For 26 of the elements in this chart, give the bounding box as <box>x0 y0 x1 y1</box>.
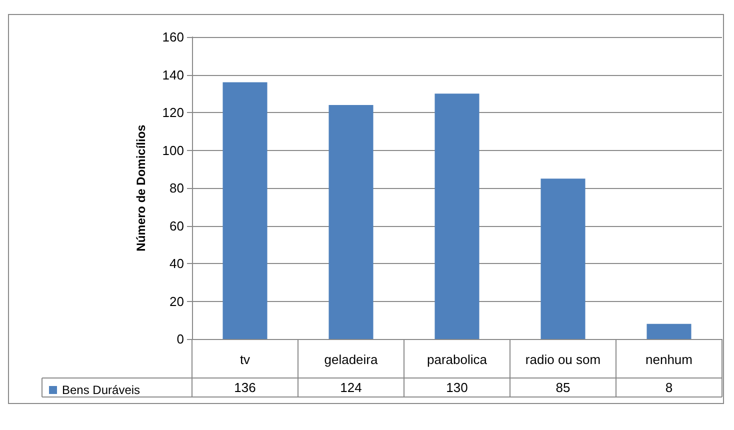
y-tick-label: 60 <box>170 218 184 234</box>
x-tick-label: nenhum <box>646 352 692 367</box>
data-label: 124 <box>340 380 362 395</box>
y-tick-label: 40 <box>170 256 184 271</box>
y-tick-label: 0 <box>176 332 184 346</box>
x-tick-label: geladeira <box>324 352 379 367</box>
y-tick-label: 140 <box>162 67 184 82</box>
bar <box>646 324 692 339</box>
legend-label: Bens Duráveis <box>62 383 140 397</box>
bar <box>328 104 374 339</box>
data-label: 136 <box>234 380 256 395</box>
data-label: 8 <box>665 380 673 395</box>
y-tick-label: 120 <box>162 105 184 120</box>
x-tick-label: parabolica <box>427 352 488 367</box>
bar <box>540 178 586 339</box>
bar <box>222 82 268 339</box>
y-tick-label: 80 <box>170 180 184 196</box>
x-tick-label: tv <box>240 352 251 367</box>
bar <box>434 94 480 339</box>
x-tick-label: radio ou som <box>525 352 601 367</box>
y-tick-label: 100 <box>162 142 184 158</box>
y-axis-title: Número de Domicílios <box>134 124 148 252</box>
y-tick-label: 20 <box>170 294 184 309</box>
data-label: 85 <box>556 380 570 395</box>
data-label: 130 <box>446 380 468 395</box>
y-tick-label: 160 <box>162 30 184 44</box>
